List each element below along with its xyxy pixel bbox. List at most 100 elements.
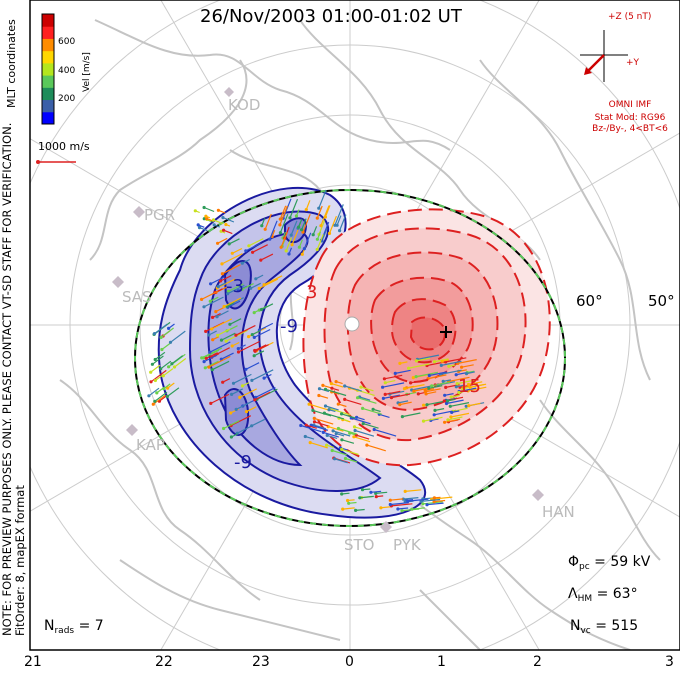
velocity-vector (227, 284, 245, 295)
colorbar-segment (42, 50, 54, 64)
velocity-vector-origin (427, 373, 431, 378)
velocity-vector-origin (227, 242, 231, 246)
velocity-vector-origin (297, 225, 301, 229)
velocity-vector (338, 417, 349, 422)
velocity-vector-origin (236, 350, 241, 354)
velocity-vector (338, 427, 357, 435)
velocity-vector (314, 421, 329, 427)
velocity-vector-origin (393, 371, 397, 375)
velocity-vector-origin (222, 228, 226, 232)
mlt-label-0: 0 (345, 654, 354, 670)
velocity-vector-origin (202, 360, 206, 364)
velocity-vector-origin (172, 365, 177, 369)
velocity-vector-origin (308, 441, 312, 445)
stat-nvc-sub: vc (580, 626, 591, 636)
velocity-vector-origin (427, 386, 431, 390)
potential-max-marker (440, 326, 452, 338)
velocity-vector (380, 506, 392, 509)
velocity-vector-origin (432, 360, 437, 364)
velocity-vector-origin (358, 496, 362, 500)
velocity-vector-origin (216, 333, 220, 337)
stat-lambda-hm: ΛHM = 63° (568, 586, 638, 604)
velocity-vector (468, 381, 483, 386)
velocity-vector-origin (321, 383, 325, 387)
stat-phi-pc: Φpc = 59 kV (568, 554, 650, 572)
velocity-vector-origin (234, 407, 238, 411)
velocity-vector (221, 352, 234, 360)
velocity-vector-origin (222, 304, 226, 309)
velocity-vector-origin (352, 425, 357, 429)
velocity-vector-origin (221, 216, 225, 220)
velocity-vectors (147, 189, 487, 513)
velocity-vector (446, 399, 464, 405)
contour-label-neg9-a: -9 (280, 316, 298, 337)
velocity-vector (385, 390, 401, 395)
velocity-vector-origin (152, 332, 157, 336)
velocity-vector-origin (353, 428, 357, 433)
velocity-vector (170, 330, 186, 343)
velocity-vector (235, 401, 252, 410)
velocity-vector-origin (446, 418, 450, 422)
velocity-vector (416, 357, 431, 362)
velocity-vector (324, 412, 344, 420)
velocity-vector-origin (304, 423, 308, 427)
velocity-vector (217, 278, 236, 289)
coords-label: MLT coordinates (5, 19, 18, 108)
velocity-vector-origin (381, 396, 385, 400)
velocity-vector-origin (334, 380, 338, 384)
velocity-vector (155, 373, 165, 381)
velocity-vector-origin (299, 423, 303, 428)
colorbar-segment (42, 14, 54, 27)
velocity-vector (461, 364, 474, 368)
velocity-vector-origin (315, 237, 319, 241)
mlt-label-2: 2 (533, 654, 542, 670)
velocity-vector-origin (372, 427, 376, 432)
velocity-vector (404, 384, 425, 390)
velocity-vector-origin (288, 216, 292, 220)
velocity-vector-origin (455, 382, 459, 386)
stat-lambda-symbol: Λ (568, 586, 578, 602)
velocity-vector-origin (335, 223, 339, 227)
velocity-vector-origin (449, 415, 453, 419)
velocity-vector (201, 290, 218, 300)
velocity-vector (212, 360, 230, 371)
colorbar-tick-200: 200 (58, 94, 76, 104)
mlt-label-22: 22 (155, 654, 173, 670)
velocity-vector-origin (379, 506, 383, 510)
velocity-vector (210, 276, 225, 285)
velocity-vector (303, 232, 312, 249)
velocity-vector-origin (442, 399, 446, 403)
velocity-vector-origin (207, 333, 211, 337)
velocity-vector-origin (383, 392, 387, 396)
velocity-vector (148, 387, 160, 397)
velocity-vector (316, 205, 323, 219)
velocity-vector (360, 386, 374, 392)
stat-nrads-sub: rads (54, 626, 75, 636)
velocity-vector (201, 347, 223, 359)
velocity-vector-origin (403, 489, 407, 493)
velocity-vector (210, 393, 230, 404)
colorbar-tick-400: 400 (58, 66, 76, 76)
velocity-vector (468, 402, 481, 407)
velocity-vector (220, 275, 232, 282)
velocity-vector (332, 430, 351, 437)
velocity-vector-origin (236, 289, 240, 293)
velocity-vector-origin (240, 261, 244, 265)
velocity-vector (213, 219, 224, 225)
velocity-vector-origin (433, 408, 437, 412)
imf-vector-head (584, 67, 592, 75)
velocity-vector-origin (289, 233, 293, 237)
contour-label-neg9-b: -9 (234, 452, 252, 473)
velocity-vector (470, 383, 487, 388)
velocity-vector-origin (240, 287, 244, 291)
velocity-vector-origin (444, 385, 448, 389)
velocity-vector-origin (359, 385, 363, 389)
velocity-vector (353, 436, 371, 443)
plot-frame (29, 0, 680, 651)
velocity-vector-origin (197, 226, 202, 230)
velocity-vector (203, 206, 215, 213)
velocity-vector (336, 215, 342, 226)
velocity-vector-origin (411, 376, 415, 380)
radar-site-pyk: PYK (393, 536, 421, 554)
velocity-vector-origin (356, 396, 360, 400)
